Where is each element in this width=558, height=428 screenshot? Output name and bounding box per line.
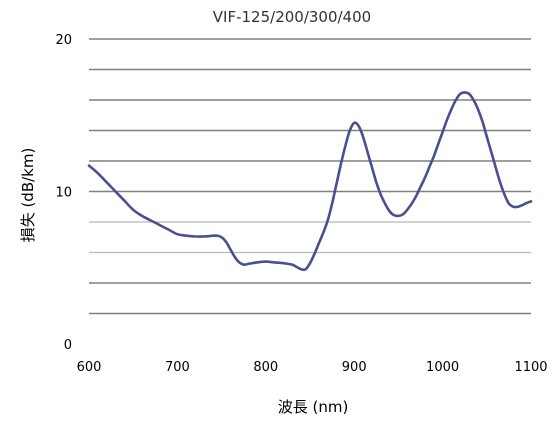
x-axis-title: 波長 (nm) xyxy=(278,398,349,416)
grid-lines xyxy=(89,38,531,315)
x-tick-labels: 600 700 800 900 1000 1100 xyxy=(77,360,548,375)
y-tick-label: 0 xyxy=(64,338,72,353)
y-axis-title: 損失 (dB/km) xyxy=(19,148,37,243)
y-tick-label: 20 xyxy=(55,33,72,48)
y-tick-labels: 0 10 20 xyxy=(55,33,72,353)
y-tick-label: 10 xyxy=(55,186,72,201)
x-tick-label: 900 xyxy=(342,360,367,375)
x-tick-label: 600 xyxy=(77,360,102,375)
x-tick-label: 800 xyxy=(253,360,278,375)
x-tick-label: 1000 xyxy=(426,360,459,375)
loss-series-line xyxy=(87,91,533,272)
x-tick-label: 1100 xyxy=(514,360,547,375)
chart-title: VIF-125/200/300/400 xyxy=(213,8,371,26)
x-tick-label: 700 xyxy=(165,360,190,375)
